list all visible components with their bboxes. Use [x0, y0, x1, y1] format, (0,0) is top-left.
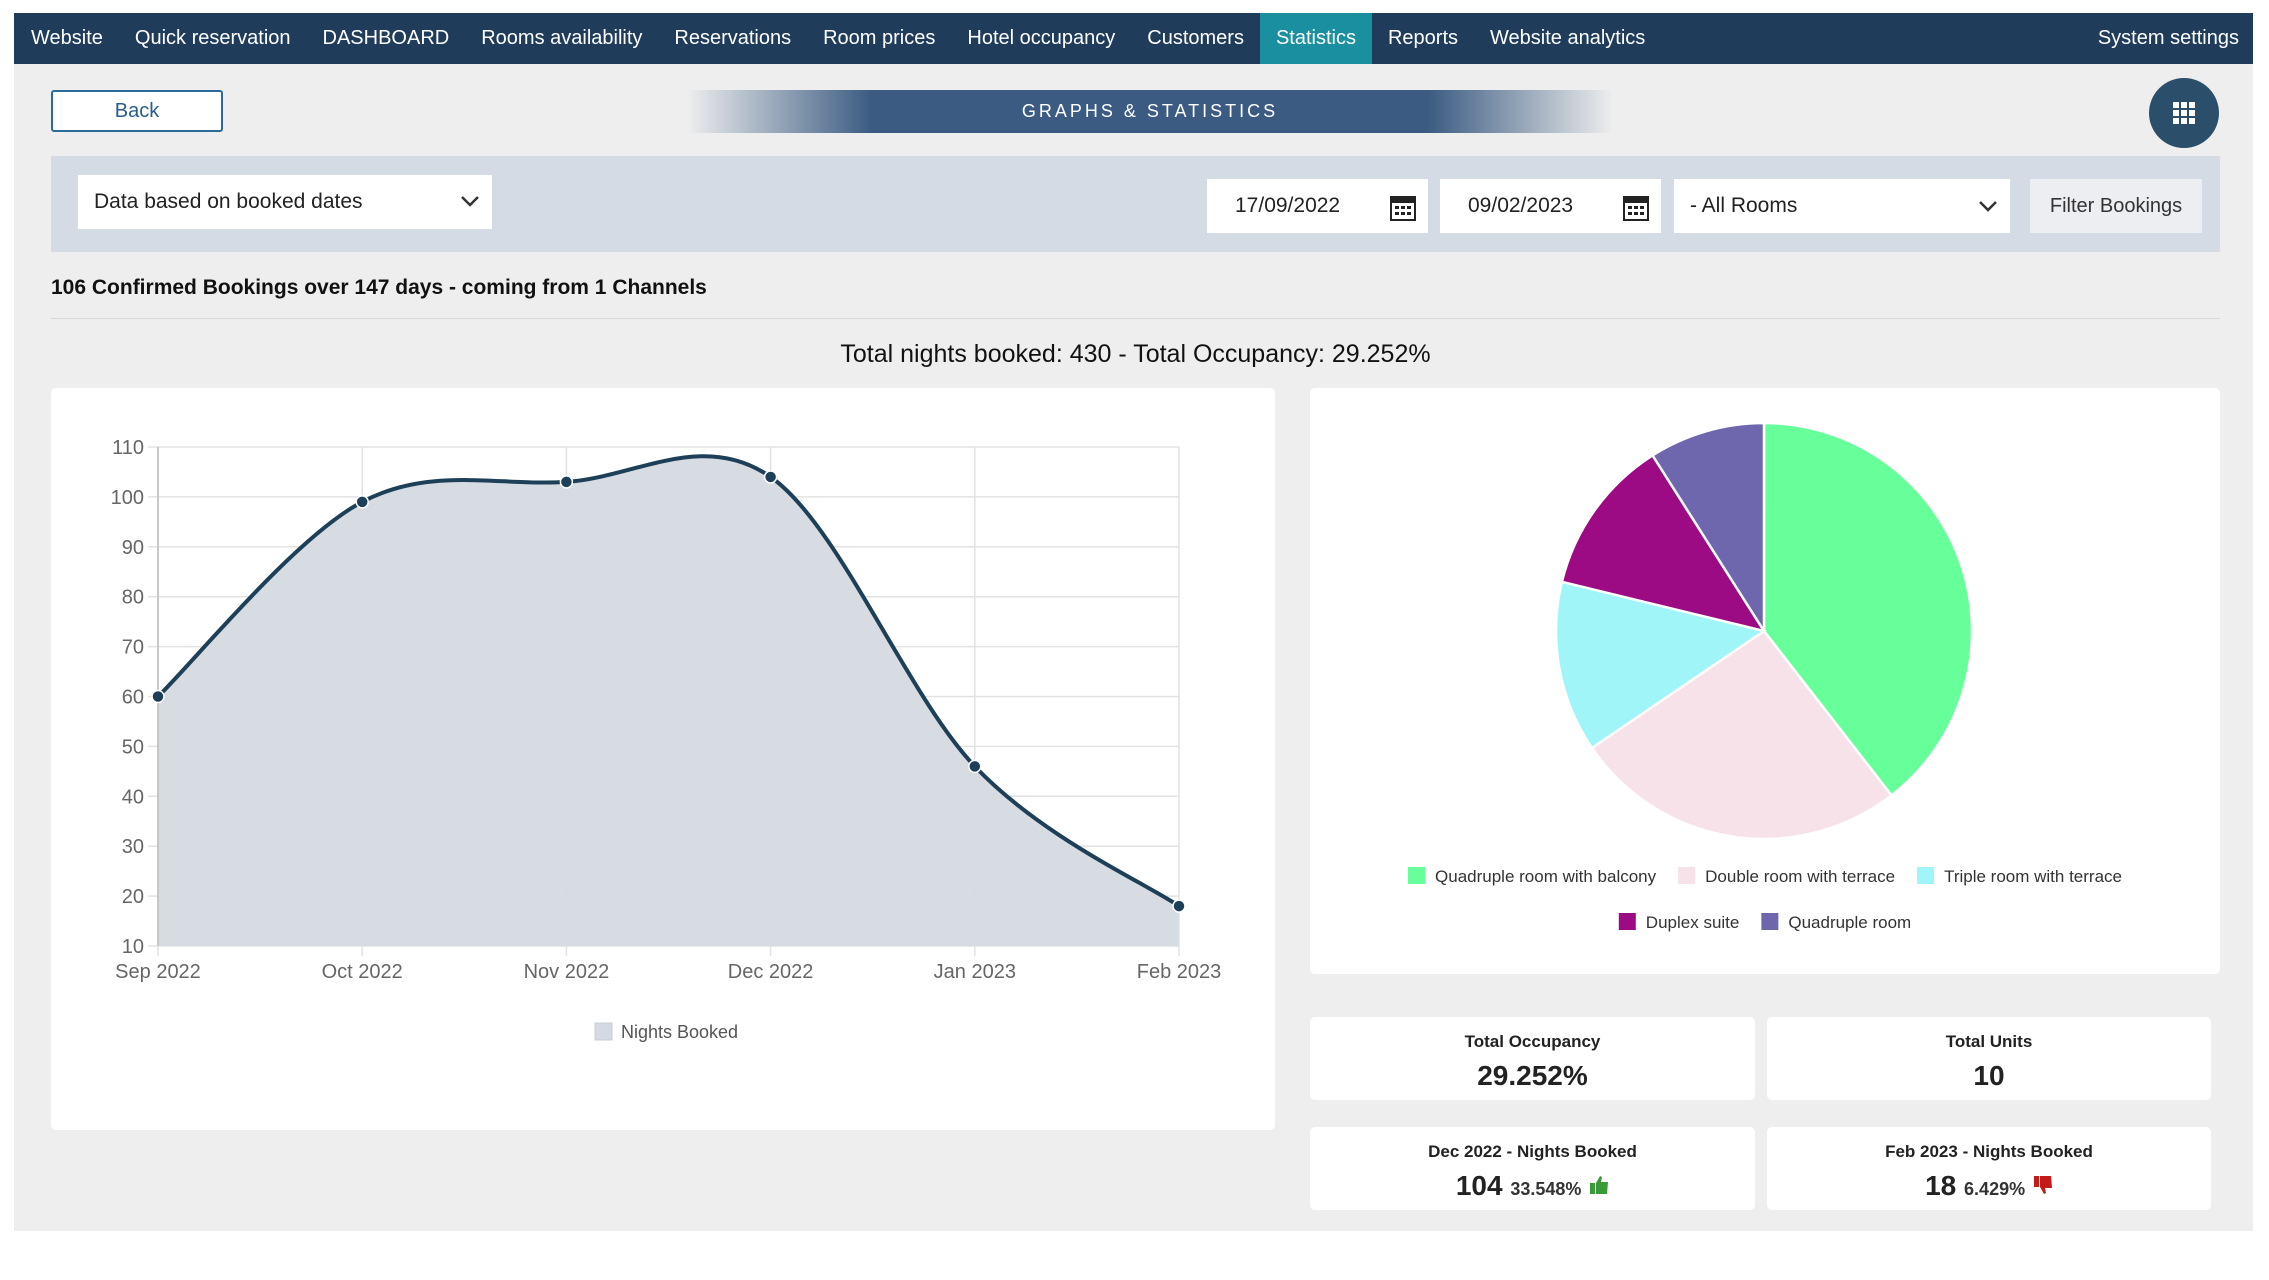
divider — [51, 318, 2220, 319]
stat-label: Dec 2022 - Nights Booked — [1428, 1142, 1637, 1161]
stat-value: 10 — [1973, 1060, 2005, 1091]
line — [156, 454, 1181, 908]
legend-swatch — [594, 1022, 613, 1041]
nav-item[interactable]: Customers — [1147, 27, 1244, 49]
y-tick-label: 110 — [112, 437, 144, 459]
pie-chart: Quadruple room with balcony Double room w… — [1310, 388, 2220, 974]
nav-item[interactable]: Reports — [1387, 27, 1459, 49]
stat-card: Dec 2022 - Nights Booked 104 33.548% — [1310, 1127, 1755, 1210]
y-tick-label: 80 — [122, 587, 144, 609]
stat-row: 18 6.429% — [1767, 1170, 2211, 1202]
date-to[interactable]: 09/02/2023 — [1440, 179, 1661, 233]
grid-icon — [2173, 102, 2195, 124]
stat-card: Feb 2023 - Nights Booked 18 6.429% — [1767, 1127, 2211, 1210]
point — [559, 475, 574, 489]
x-tick-label: Oct 2022 — [322, 961, 403, 983]
stat-change: 6.429% — [1964, 1179, 2026, 1199]
y-tick-label: 30 — [122, 836, 144, 858]
legend-label: Triple room with terrace — [1944, 867, 2122, 886]
y-tick-label: 70 — [122, 637, 144, 659]
y-tick-label: 50 — [122, 736, 144, 758]
line-chart: 10 20 30 40 50 60 70 80 90 100 110 Sep 2022 Oct 2022… — [51, 388, 1275, 1130]
stat-row: 104 33.548% — [1310, 1170, 1755, 1202]
totals: Total nights booked: 430 - Total Occupan… — [840, 340, 1431, 368]
filter-button[interactable]: Filter Bookings — [2030, 179, 2202, 233]
stat-label: Total Units — [1945, 1032, 2033, 1051]
y-tick-label: 100 — [111, 487, 144, 509]
nav-bar: Website Quick reservation DASHBOARD Rooms a… — [14, 13, 2253, 64]
date-from[interactable]: 17/09/2022 — [1207, 179, 1428, 233]
stat-change: 33.548% — [1510, 1179, 1582, 1199]
legend-label: Duplex suite — [1646, 913, 1740, 932]
stat-value: 29.252% — [1477, 1060, 1588, 1091]
calendar-icon — [1390, 196, 1416, 221]
thumbs-up — [1590, 1176, 1609, 1194]
legend-swatch — [1917, 867, 1935, 884]
area — [158, 456, 1179, 946]
legend-label: Quadruple room — [1788, 913, 1911, 932]
x-tick-label: Jan 2023 — [934, 961, 1016, 983]
y-tick-label: 10 — [122, 936, 144, 958]
stat-label: Feb 2023 - Nights Booked — [1885, 1142, 2093, 1161]
system-settings[interactable]: System settings — [2097, 27, 2239, 49]
thumbs-down — [2033, 1176, 2052, 1194]
nav-item[interactable]: Statistics — [1259, 13, 1372, 64]
y-tick-label: 40 — [122, 786, 144, 808]
pie-slice — [1650, 421, 1766, 636]
summary: 106 Confirmed Bookings over 147 days - c… — [51, 276, 707, 299]
pie-slice — [1762, 421, 1974, 798]
legend-swatch — [1761, 913, 1779, 930]
calendar-icon — [1623, 196, 1649, 221]
legend-label: Double room with terrace — [1705, 867, 1895, 886]
pie-slice — [1554, 580, 1768, 750]
nav-item[interactable]: DASHBOARD — [322, 27, 450, 49]
date-to-text: 09/02/2023 — [1468, 194, 1574, 217]
nav-item[interactable]: Hotel occupancy — [967, 27, 1116, 49]
rooms-select[interactable]: - All Rooms — [1674, 179, 2010, 233]
nav-item[interactable]: Rooms availability — [481, 27, 643, 49]
chevron — [1979, 201, 1997, 212]
stat-label: Total Occupancy — [1464, 1032, 1601, 1051]
x-tick-label: Nov 2022 — [524, 961, 610, 983]
legend-swatch — [1408, 867, 1426, 884]
legend-swatch — [1678, 867, 1696, 884]
point — [151, 689, 165, 704]
rooms-text: - All Rooms — [1690, 194, 1798, 217]
back-button[interactable]: Back — [51, 90, 223, 132]
basis-text: Data based on booked dates — [94, 190, 363, 213]
y-tick-label: 90 — [122, 537, 144, 559]
stat-card: Total Units 10 — [1767, 1017, 2211, 1100]
legend-row: Duplex suite Quadruple room — [1618, 913, 1911, 932]
page-header: GRAPHS & STATISTICS — [687, 90, 1613, 133]
stat-value: 18 — [1925, 1170, 1957, 1201]
x-tick-label: Feb 2023 — [1137, 961, 1222, 983]
chevron — [461, 196, 479, 207]
basis-select[interactable]: Data based on booked dates — [78, 175, 492, 229]
nav-item[interactable]: Room prices — [823, 27, 936, 49]
legend-row: Quadruple room with balcony Double room w… — [1408, 867, 2122, 886]
nav-item[interactable]: Reservations — [674, 27, 792, 49]
y-tick-label: 60 — [122, 687, 144, 709]
legend-swatch — [1618, 913, 1636, 930]
legend-label: Quadruple room with balcony — [1435, 867, 1657, 886]
point — [1172, 899, 1186, 913]
nav-item[interactable]: Website analytics — [1490, 27, 1646, 49]
stat-card: Total Occupancy 29.252% — [1310, 1017, 1755, 1100]
x-tick-label: Sep 2022 — [115, 961, 201, 983]
apps-button[interactable] — [2149, 78, 2219, 148]
point — [763, 470, 778, 484]
point — [355, 495, 369, 509]
legend-label: Nights Booked — [621, 1022, 738, 1042]
pie-slice — [1590, 629, 1894, 841]
nav-item[interactable]: Website — [31, 27, 103, 49]
pie-slice — [1560, 453, 1767, 633]
nav-item[interactable]: Quick reservation — [134, 27, 291, 49]
date-from-text: 17/09/2022 — [1235, 194, 1341, 217]
stat-value: 104 — [1455, 1170, 1503, 1201]
x-tick-label: Dec 2022 — [728, 961, 814, 983]
point — [968, 759, 982, 774]
y-tick-label: 20 — [122, 886, 144, 908]
